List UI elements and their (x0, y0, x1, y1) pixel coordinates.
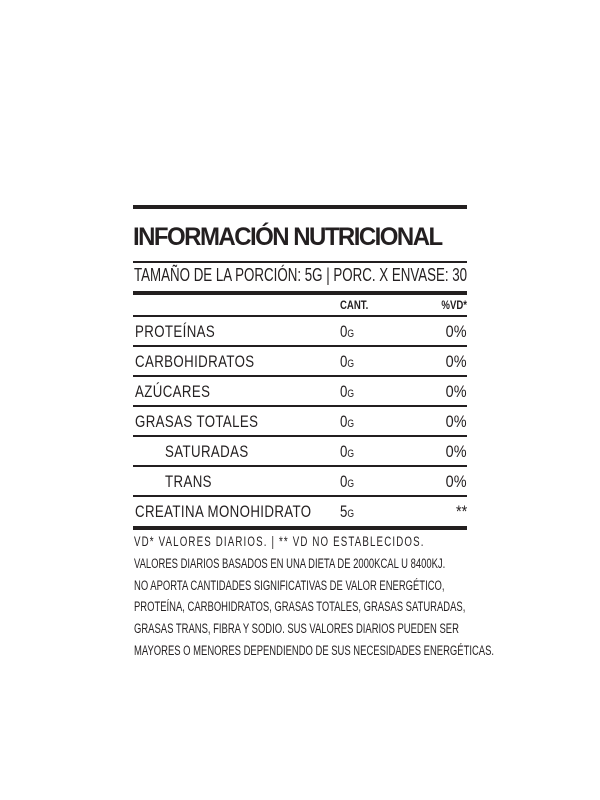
nutrient-dv: 0% (446, 412, 467, 431)
nutrient-name: SATURADAS (165, 442, 249, 461)
divider (133, 345, 467, 347)
serving-info: TAMAÑO DE LA PORCIÓN: 5G | PORC. X ENVAS… (134, 265, 468, 285)
nutrient-name: CREATINA MONOHIDRATO (135, 502, 312, 521)
nutrient-amount: 5G (340, 502, 355, 521)
nutrient-amount: 0G (340, 472, 355, 491)
divider (133, 405, 467, 407)
nutrient-amount: 0G (340, 382, 355, 401)
nutrient-dv: ** (455, 502, 467, 521)
label-title: INFORMACIÓN NUTRICIONAL (133, 223, 443, 251)
nutrient-amount: 0G (340, 352, 355, 371)
nutrient-dv: 0% (446, 382, 467, 401)
nutrient-dv: 0% (446, 352, 467, 371)
nutrient-amount: 0G (340, 442, 355, 461)
table-row: TRANS 0G 0% (133, 466, 467, 496)
table-row: AZÚCARES 0G 0% (133, 376, 467, 406)
footnote-line: PROTEÍNA, CARBOHIDRATOS, GRASAS TOTALES,… (134, 599, 466, 615)
table-row: SATURADAS 0G 0% (133, 436, 467, 466)
nutrient-dv: 0% (446, 472, 467, 491)
divider (133, 261, 467, 263)
column-header-amount: CANT. (340, 298, 369, 312)
nutrient-name: PROTEÍNAS (135, 322, 216, 341)
table-row: CARBOHIDRATOS 0G 0% (133, 346, 467, 376)
divider (133, 205, 467, 209)
nutrient-name: AZÚCARES (135, 382, 211, 401)
nutrient-name: GRASAS TOTALES (135, 412, 259, 431)
divider (133, 435, 467, 437)
nutrient-dv: 0% (446, 322, 467, 341)
nutrient-dv: 0% (446, 442, 467, 461)
divider (133, 465, 467, 467)
footnote-line: NO APORTA CANTIDADES SIGNIFICATIVAS DE V… (134, 577, 445, 593)
divider (133, 495, 467, 497)
divider (133, 315, 467, 317)
divider (133, 291, 467, 295)
table-row: GRASAS TOTALES 0G 0% (133, 406, 467, 436)
footnote-line: GRASAS TRANS, FIBRA Y SODIO. SUS VALORES… (134, 621, 459, 637)
footnote-line: VD* VALORES DIARIOS. | ** VD NO ESTABLEC… (134, 534, 425, 549)
column-header-dv: %VD* (441, 298, 467, 312)
table-row: PROTEÍNAS 0G 0% (133, 316, 467, 346)
divider (133, 526, 467, 530)
footnote-line: MAYORES O MENORES DEPENDIENDO DE SUS NEC… (134, 643, 495, 658)
nutrient-amount: 0G (340, 412, 355, 431)
nutrient-amount: 0G (340, 322, 355, 341)
nutrient-name: CARBOHIDRATOS (135, 352, 255, 371)
nutrient-name: TRANS (165, 472, 212, 491)
footnote-line: VALORES DIARIOS BASADOS EN UNA DIETA DE … (134, 555, 446, 571)
divider (133, 375, 467, 377)
table-row: CREATINA MONOHIDRATO 5G ** (133, 496, 467, 526)
